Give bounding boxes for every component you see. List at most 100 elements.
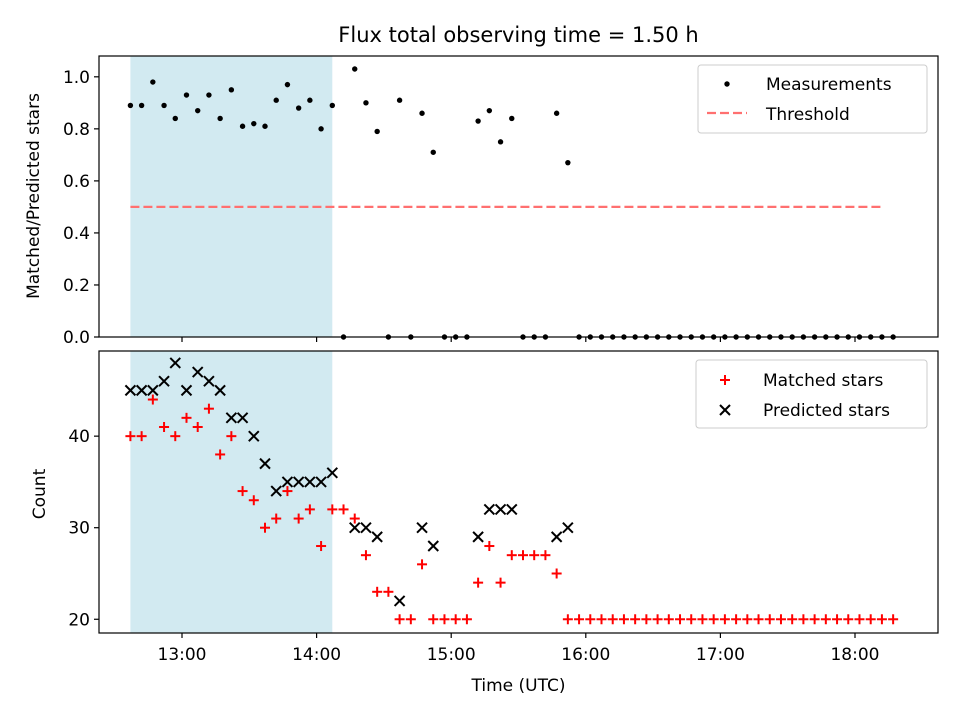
matched-point (316, 541, 327, 552)
cross-b (494, 503, 507, 516)
matched-point (843, 614, 854, 625)
matched-point (260, 522, 271, 533)
measurement-point (396, 97, 403, 103)
y-tick-label: 20 (68, 610, 90, 630)
x-tick-label: 15:00 (427, 645, 476, 665)
matched-point (473, 577, 484, 588)
measurement-point (363, 100, 369, 106)
measurement-point (217, 115, 223, 122)
legend-box (695, 359, 928, 429)
matched-point (798, 614, 809, 625)
measurement-point (284, 81, 291, 88)
matched-point (630, 614, 641, 625)
matched-point (585, 614, 596, 625)
matched-point (282, 486, 293, 497)
matched-point (562, 614, 573, 625)
cross-b (191, 366, 204, 378)
predicted-point (326, 467, 339, 479)
legend-threshold-label: Threshold (765, 105, 850, 125)
matched-point (686, 614, 697, 625)
cross-b (427, 540, 439, 552)
y-tick-label: 0.6 (63, 172, 90, 192)
matched-point (147, 394, 158, 405)
bottom-xlabel: Time (UTC) (471, 676, 566, 696)
legend-measurement-marker (724, 81, 730, 87)
matched-point (461, 614, 472, 625)
measurement-point (565, 159, 571, 166)
matched-point (888, 614, 899, 625)
matched-point (551, 568, 562, 579)
matched-point (394, 614, 405, 625)
matched-point (809, 614, 820, 625)
predicted-point (281, 476, 294, 488)
cross-b (472, 531, 484, 543)
chart-title: Flux total observing time = 1.50 h (338, 23, 698, 47)
matched-point (652, 614, 663, 625)
cross-b (270, 485, 282, 497)
matched-point (697, 614, 708, 625)
cross-b (236, 412, 249, 424)
measurement-point (486, 107, 493, 114)
cross-b (719, 404, 731, 416)
predicted-point (158, 375, 170, 387)
predicted-point (472, 531, 484, 543)
matched-point (203, 403, 214, 414)
cross-b (214, 384, 226, 397)
matched-point (865, 614, 876, 625)
measurement-point (430, 149, 436, 155)
measurement-point (329, 102, 336, 109)
predicted-point (203, 375, 215, 387)
matched-point (271, 513, 282, 524)
measurement-point (183, 92, 190, 98)
cross-b (304, 476, 316, 488)
cross-b (483, 503, 496, 516)
predicted-point (550, 531, 563, 543)
matched-point (742, 614, 753, 625)
matched-point (517, 550, 528, 561)
matched-point (125, 431, 136, 442)
matched-point (529, 550, 540, 561)
legend-matched-marker (720, 375, 730, 385)
measurement-point (206, 92, 212, 98)
matched-point (293, 513, 304, 524)
measurement-point (228, 87, 235, 93)
matched-point (876, 614, 887, 625)
top-axes-frame (98, 55, 939, 338)
predicted-point (506, 503, 518, 516)
top-panel: 0.0 0.2 0.4 0.6 0.8 1.0 Measurements Threshold (63, 55, 939, 348)
matched-point (540, 550, 551, 561)
predicted-point (169, 357, 181, 369)
matched-point (506, 550, 517, 561)
cross-b (169, 357, 181, 369)
measurement-point (273, 97, 279, 103)
matched-point (383, 586, 394, 597)
predicted-point (248, 430, 260, 442)
predicted-point (259, 457, 271, 470)
top-legend: Measurements Threshold (697, 64, 928, 134)
measurement-point (138, 102, 145, 109)
matched-point (450, 614, 461, 625)
x-tick-label: 13:00 (158, 645, 207, 665)
cross-b (315, 476, 327, 488)
matched-point (663, 614, 674, 625)
matched-point (248, 495, 259, 506)
predicted-point (315, 476, 327, 488)
measurement-point (419, 110, 425, 116)
matched-point (731, 614, 742, 625)
predicted-point (180, 384, 193, 397)
measurement-point (161, 102, 167, 109)
predicted-point (416, 522, 428, 534)
x-tick-label: 16:00 (561, 645, 610, 665)
y-tick-label: 1.0 (63, 68, 90, 88)
matched-point (753, 614, 764, 625)
matched-point (596, 614, 607, 625)
cross-b (259, 457, 271, 470)
cross-b (360, 522, 372, 534)
x-tick-label: 18:00 (830, 645, 879, 665)
legend-measurements-label: Measurements (766, 75, 892, 95)
matched-point (136, 431, 147, 442)
cross-b (135, 384, 148, 397)
y-tick-label: 0.8 (63, 120, 90, 140)
y-tick-label: 40 (68, 427, 90, 447)
